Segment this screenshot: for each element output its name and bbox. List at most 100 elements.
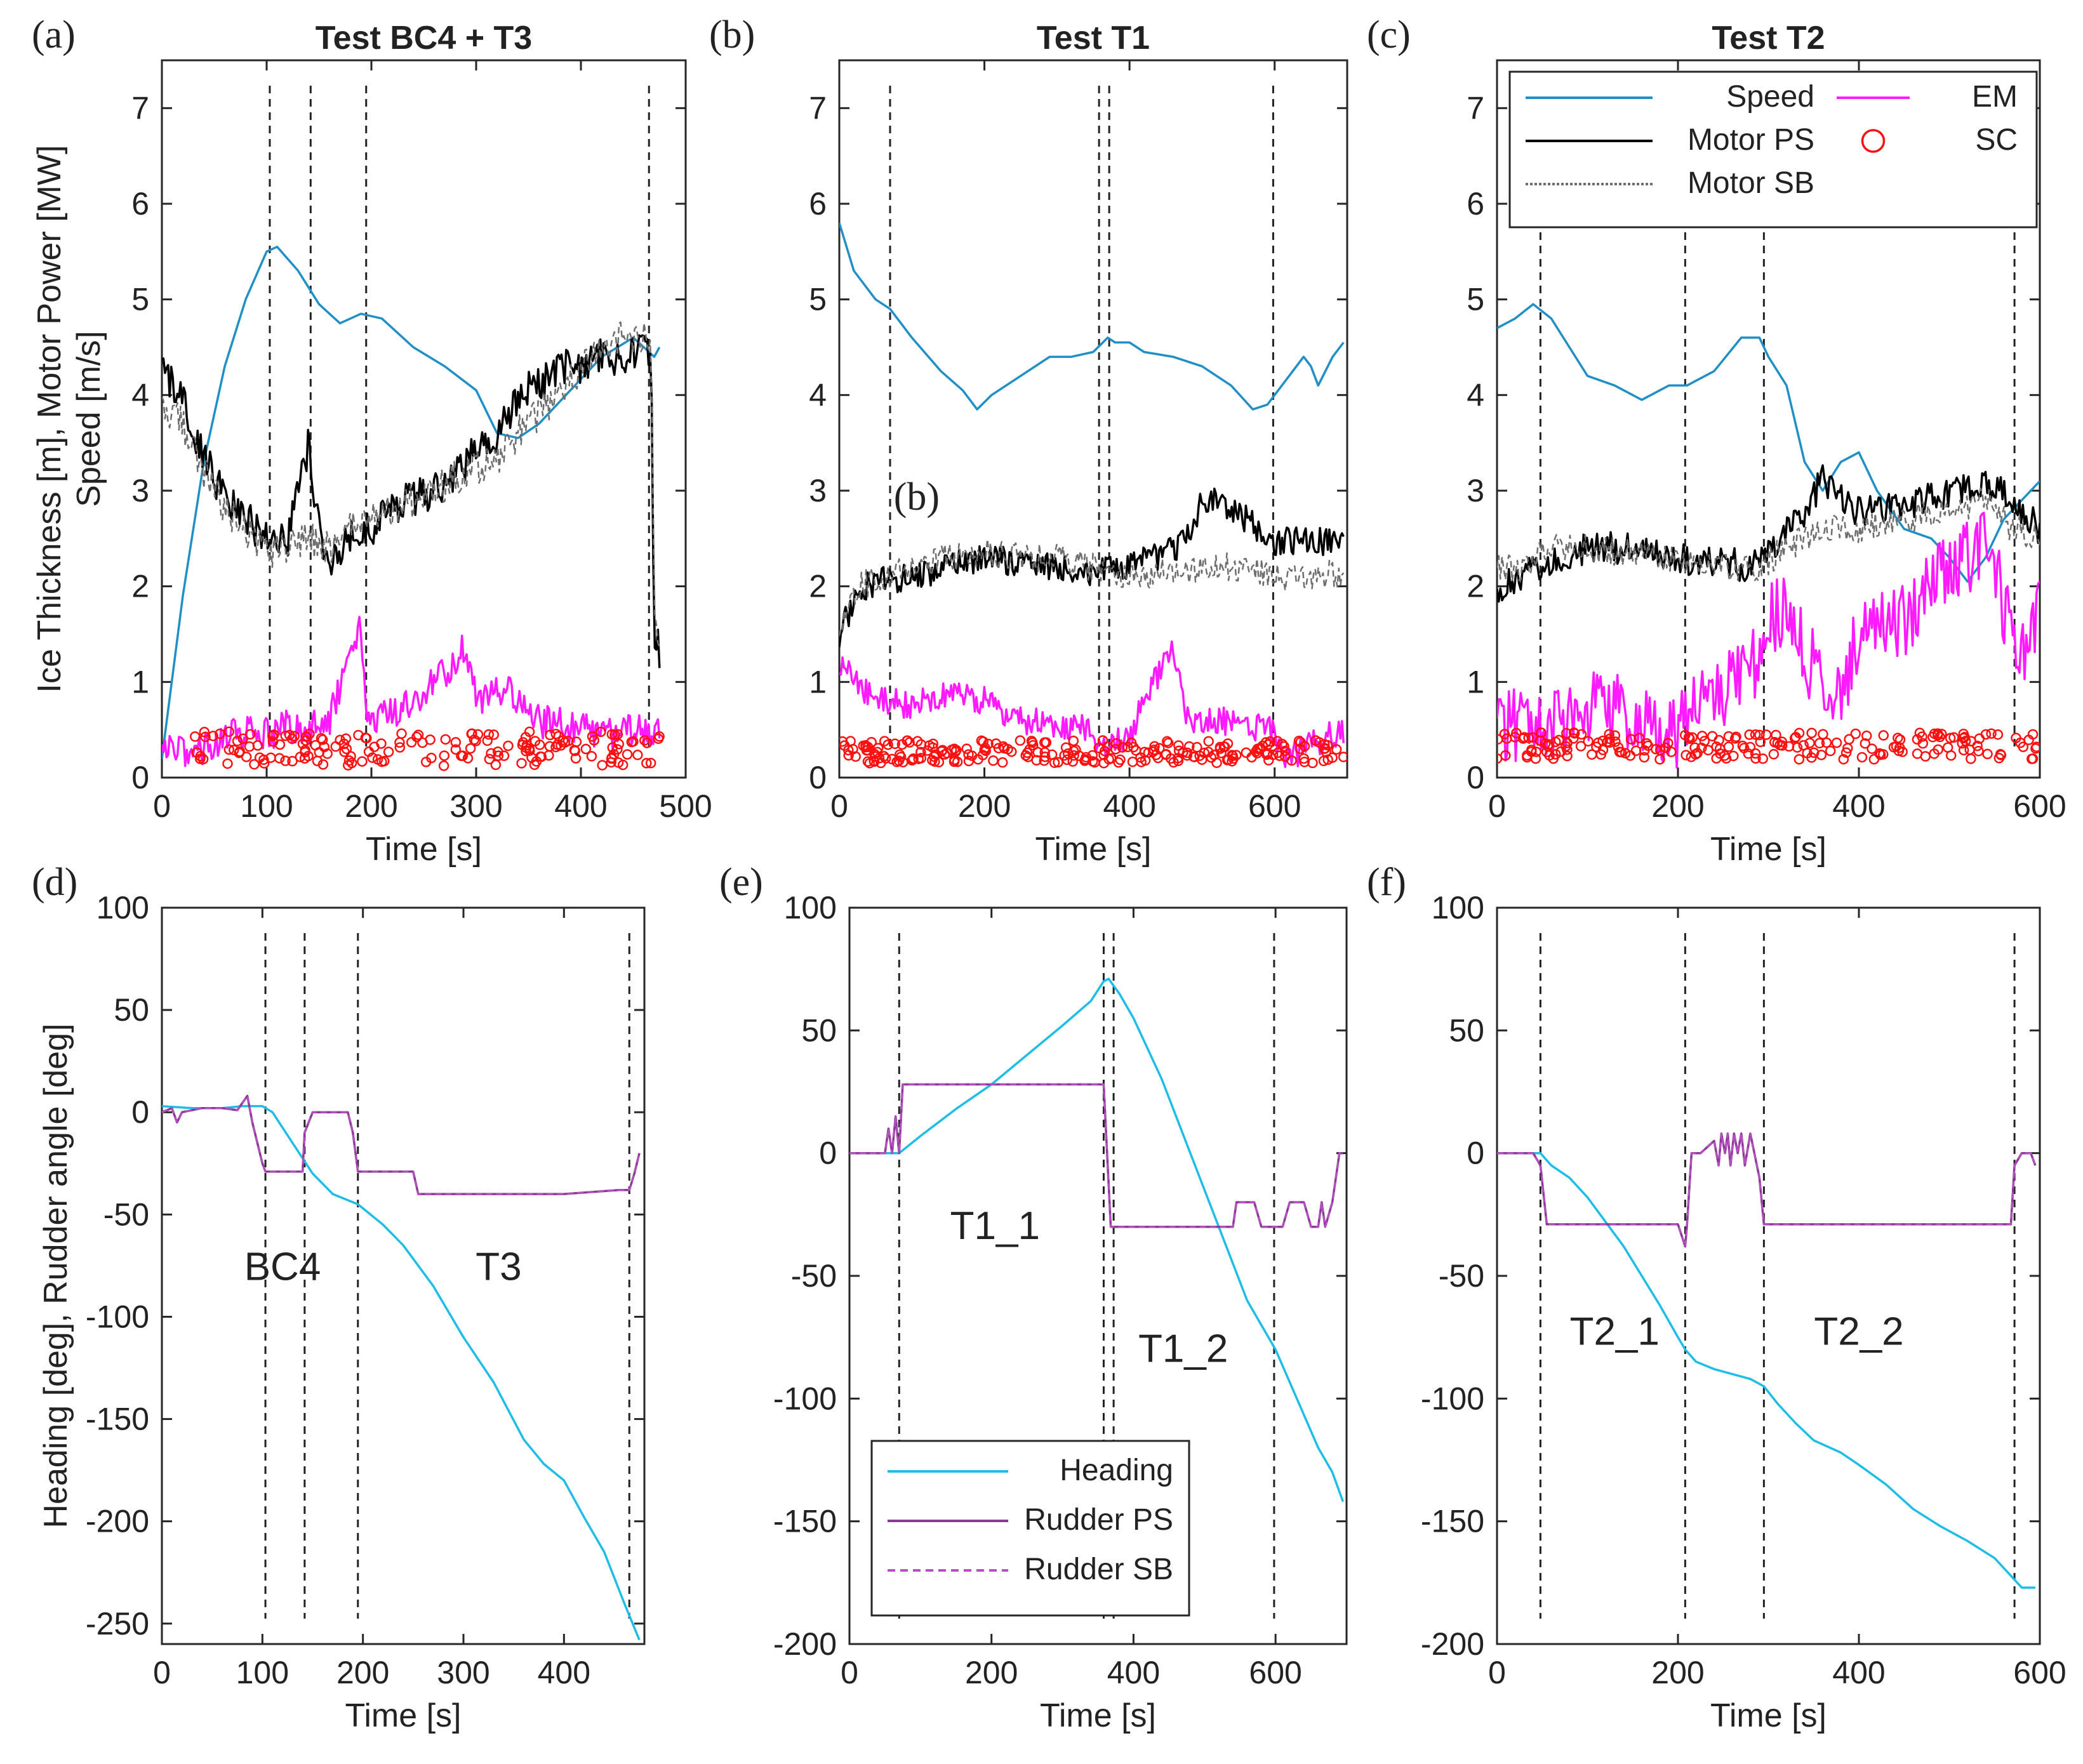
x-tick-label: 300 [437,1655,489,1690]
sc-point [1209,750,1220,760]
sc-point [1251,748,1263,759]
sc-point [596,726,606,738]
sc-point [339,746,350,757]
sc-point [2026,753,2037,764]
sc-point [521,739,532,751]
y-tick-label: 0 [1467,760,1484,795]
y-axis-label: Ice Thickness [m], Motor Power [MW] [31,145,68,693]
sc-point [1277,738,1288,750]
sc-point [589,734,600,746]
sc-point [1696,731,1708,741]
sc-point [915,746,926,758]
sc-point [1711,741,1722,752]
plot-area [1496,906,2041,1645]
sc-point [1798,739,1809,751]
y-tick-label: 6 [1467,186,1484,222]
y-tick-label: 50 [1449,1012,1484,1048]
sc-point [286,733,298,745]
sc-point [1568,727,1580,738]
sc-point [426,752,437,764]
sc-point [524,726,535,738]
series-rudder-sb [849,1084,1343,1228]
series-motor-sb [162,321,660,647]
legend-entry: Speed [1726,80,1814,114]
sc-point [1878,730,1889,741]
sc-point [469,734,480,745]
sc-point [195,753,206,764]
sc-point [1639,752,1650,763]
sc-point [1310,735,1321,746]
y-tick-label: 4 [1467,377,1484,413]
sc-point [1263,755,1274,766]
legend-entry: Motor SB [1687,166,1814,200]
sc-point [544,741,556,752]
plot-content [162,86,665,771]
series-motor-ps [1497,464,2040,603]
sc-point [1136,757,1147,767]
sc-point [952,756,963,767]
series-heading [162,1104,641,1641]
sc-point [335,734,345,746]
sc-point [1255,743,1266,753]
sc-point [1530,753,1541,764]
sc-point [1760,729,1772,740]
y-tick-label: -50 [1439,1258,1484,1294]
sc-point [1703,745,1714,756]
sc-point [1199,747,1210,759]
sc-point [394,742,406,753]
annotation: T3 [476,1245,521,1289]
annotation: T1_1 [950,1204,1040,1248]
sc-point [1625,750,1636,761]
sc-point [483,729,495,740]
sc-point [966,750,978,761]
sc-point [1754,729,1765,741]
sc-point [1783,741,1795,752]
sc-point [223,726,235,737]
sc-point [517,739,528,750]
panel-label: (c) [1367,13,1411,56]
series-motor-ps [839,487,1345,647]
y-tick-label: -100 [1421,1381,1484,1416]
sc-point [1188,751,1199,762]
sc-point [450,744,462,755]
sc-point [232,736,243,746]
sc-point [1178,747,1188,758]
sc-point [1562,750,1573,762]
sc-point [1307,757,1318,769]
annotation: BC4 [244,1245,321,1289]
sc-point [376,756,387,767]
sc-point [258,758,270,769]
annotation: (b) [894,475,940,519]
y-tick-label: -100 [86,1299,149,1334]
sc-point [1867,743,1877,754]
y-tick-label: 4 [131,377,149,413]
y-tick-label: 7 [131,90,149,126]
sc-point [1293,736,1305,746]
sc-point [1772,738,1783,748]
sc-point [287,755,298,767]
sc-point [317,734,328,745]
y-tick-label: 5 [131,282,149,317]
sc-point [234,746,245,757]
y-tick-label: 4 [809,377,827,413]
sc-point [860,741,872,753]
x-tick-label: 100 [236,1655,289,1690]
sc-point [1804,738,1815,748]
legend-entry: Heading [1060,1454,1173,1487]
sc-point [1707,731,1718,742]
sc-point [928,738,938,750]
plot-content [839,86,1347,769]
sc-point [1655,745,1666,756]
sc-point [267,736,279,747]
x-tick-label: 200 [1651,788,1704,824]
sc-point [1272,747,1284,759]
sc-point [1550,749,1561,760]
sc-point [1562,738,1573,748]
sc-point [1806,752,1817,763]
sc-point [1206,752,1217,763]
sc-point [1327,752,1338,763]
sc-point [1942,742,1953,753]
y-tick-label: 5 [809,282,827,317]
sc-point [1680,729,1691,741]
annotation: T2_1 [1570,1310,1660,1353]
